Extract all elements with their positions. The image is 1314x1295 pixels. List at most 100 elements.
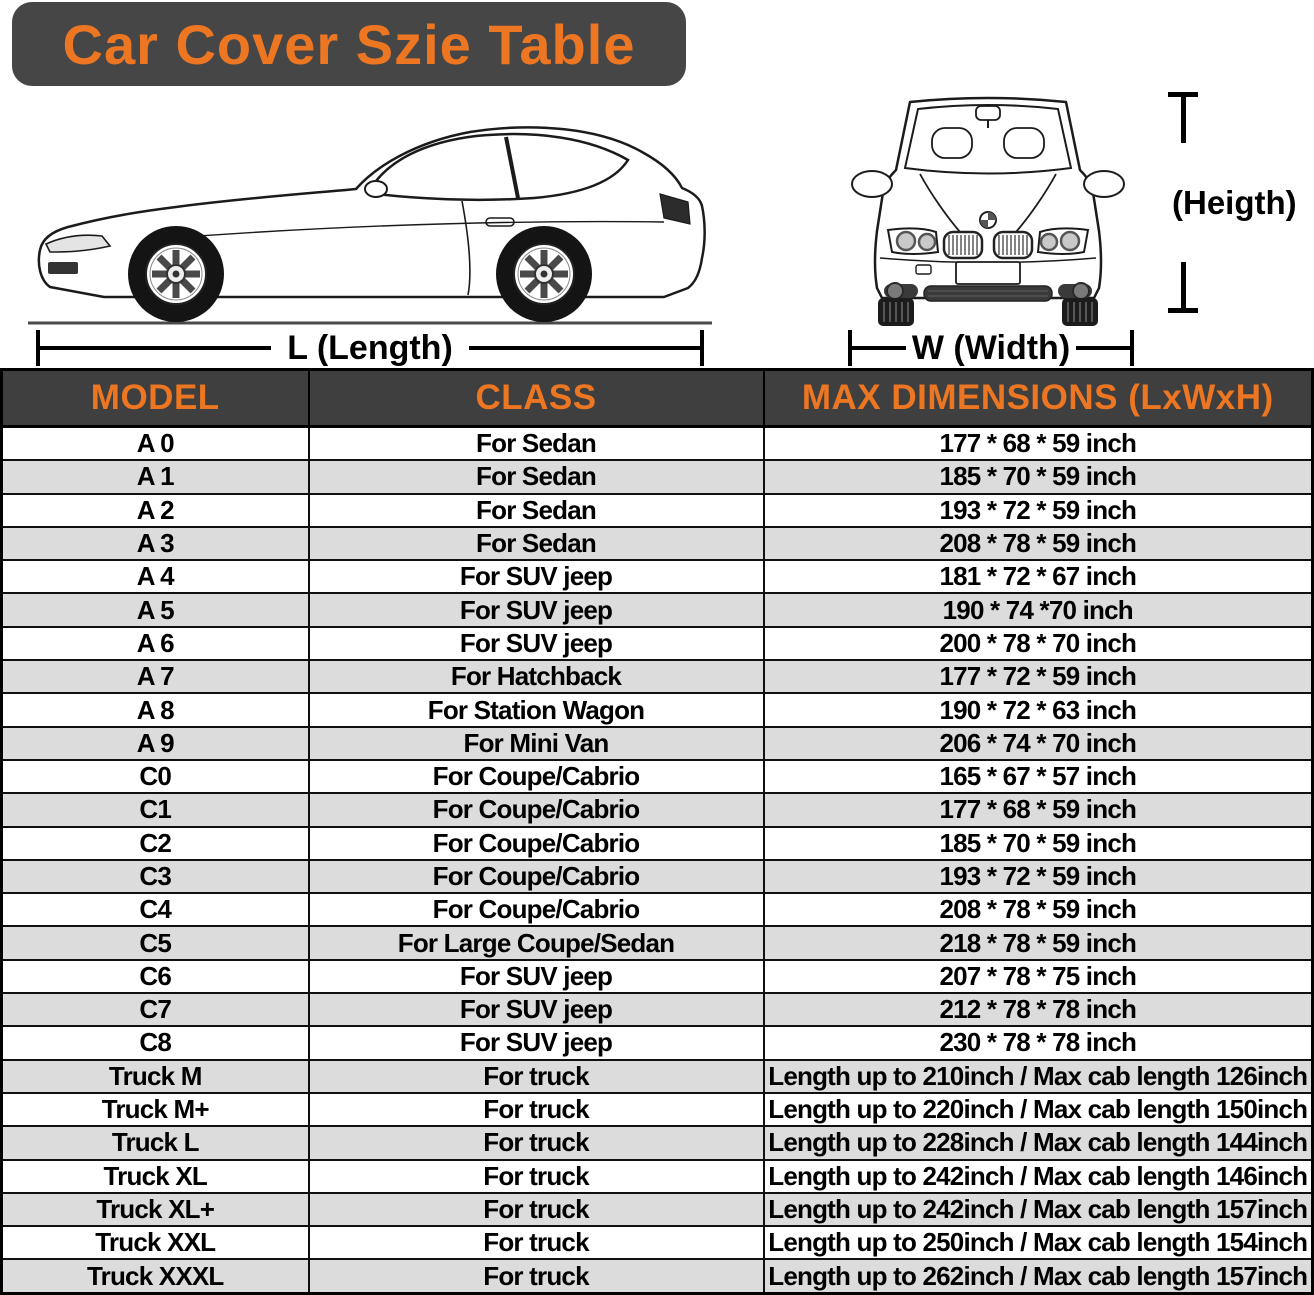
table-cell: Truck XL+ <box>0 1191 310 1228</box>
table-cell: Length up to 210inch / Max cab length 12… <box>762 1058 1314 1094</box>
table-row: Truck XL+ For truck Length up to 242inch /… <box>0 1191 1314 1228</box>
table-row: C6 For SUV jeep 207 * 78 * 75 inch <box>0 958 1314 995</box>
table-cell: For Coupe/Cabrio <box>307 892 765 928</box>
table-row: A 7 For Hatchback 177 * 72 * 59 inch <box>0 659 1314 695</box>
table-row: Truck L For truck Length up to 228inch / M… <box>0 1125 1314 1161</box>
table-cell: Length up to 250inch / Max cab length 15… <box>762 1225 1314 1261</box>
table-row: C0 For Coupe/Cabrio 165 * 67 * 57 inch <box>0 758 1314 795</box>
table-cell: For Coupe/Cabrio <box>307 758 765 795</box>
table-row: C1 For Coupe/Cabrio 177 * 68 * 59 inch <box>0 792 1314 828</box>
table-cell: 193 * 72 * 59 inch <box>762 858 1314 895</box>
table-cell: For Coupe/Cabrio <box>307 792 765 828</box>
column-header-model: MODEL <box>0 368 310 428</box>
table-row: A 3 For Sedan 208 * 78 * 59 inch <box>0 525 1314 562</box>
table-cell: Length up to 242inch / Max cab length 14… <box>762 1158 1314 1194</box>
table-cell: For Sedan <box>307 425 765 462</box>
table-cell: A 1 <box>0 459 310 495</box>
width-label: W (Width) <box>911 328 1071 367</box>
table-cell: 177 * 68 * 59 inch <box>762 792 1314 828</box>
table-cell: C0 <box>0 758 310 795</box>
table-cell: Truck XXXL <box>0 1258 310 1295</box>
table-cell: For SUV jeep <box>307 559 765 595</box>
table-cell: C4 <box>0 892 310 928</box>
table-cell: 165 * 67 * 57 inch <box>762 758 1314 795</box>
car-side-view-icon <box>28 126 712 325</box>
table-cell: For truck <box>307 1225 765 1261</box>
table-cell: For Large Coupe/Sedan <box>307 925 765 961</box>
table-cell: For Mini Van <box>307 725 765 761</box>
table-cell: 200 * 78 * 70 inch <box>762 625 1314 662</box>
table-cell: For truck <box>307 1191 765 1228</box>
table-cell: 212 * 78 * 78 inch <box>762 992 1314 1028</box>
dimension-tick <box>848 330 852 366</box>
table-cell: A 6 <box>0 625 310 662</box>
dimension-tick <box>36 330 40 366</box>
height-label: (Heigth) <box>1172 184 1297 221</box>
column-header-max-dimensions: MAX DIMENSIONS (LxWxH) <box>762 368 1314 428</box>
table-cell: Truck XL <box>0 1158 310 1194</box>
table-cell: For Hatchback <box>307 659 765 695</box>
table-row: Truck M+ For truck Length up to 220inch / … <box>0 1091 1314 1128</box>
table-cell: Truck XXL <box>0 1225 310 1261</box>
table-cell: C6 <box>0 958 310 995</box>
dimension-line <box>468 346 700 350</box>
table-cell: 208 * 78 * 59 inch <box>762 892 1314 928</box>
dimension-line <box>1076 346 1130 350</box>
table-cell: For truck <box>307 1058 765 1094</box>
table-cell: For Station Wagon <box>307 692 765 728</box>
table-cell: C5 <box>0 925 310 961</box>
table-cell: For SUV jeep <box>307 992 765 1028</box>
table-cell: 207 * 78 * 75 inch <box>762 958 1314 995</box>
table-cell: 185 * 70 * 59 inch <box>762 459 1314 495</box>
table-cell: C3 <box>0 858 310 895</box>
table-cell: 218 * 78 * 59 inch <box>762 925 1314 961</box>
table-cell: For SUV jeep <box>307 625 765 662</box>
table-row: A 0 For Sedan 177 * 68 * 59 inch <box>0 425 1314 462</box>
table-cell: 177 * 72 * 59 inch <box>762 659 1314 695</box>
table-cell: C2 <box>0 825 310 861</box>
table-cell: 190 * 74 *70 inch <box>762 592 1314 628</box>
table-header-row: MODEL CLASS MAX DIMENSIONS (LxWxH) <box>0 368 1314 428</box>
table-cell: Truck M+ <box>0 1091 310 1128</box>
table-row: C7 For SUV jeep 212 * 78 * 78 inch <box>0 992 1314 1028</box>
table-row: A 8 For Station Wagon 190 * 72 * 63 inch <box>0 692 1314 728</box>
title-banner: Car Cover Szie Table <box>12 2 686 86</box>
page-title: Car Cover Szie Table <box>62 12 636 76</box>
table-cell: Length up to 228inch / Max cab length 14… <box>762 1125 1314 1161</box>
table-row: A 1 For Sedan 185 * 70 * 59 inch <box>0 459 1314 495</box>
table-row: Truck XL For truck Length up to 242inch / … <box>0 1158 1314 1194</box>
table-cell: Length up to 220inch / Max cab length 15… <box>762 1091 1314 1128</box>
height-dimension-top-tick <box>1168 92 1198 143</box>
dimension-tick <box>1130 330 1134 366</box>
dimension-line <box>852 346 906 350</box>
table-cell: For truck <box>307 1125 765 1161</box>
table-cell: A 9 <box>0 725 310 761</box>
table-cell: For Coupe/Cabrio <box>307 858 765 895</box>
column-header-class: CLASS <box>307 368 765 428</box>
table-cell: For Sedan <box>307 459 765 495</box>
table-cell: A 3 <box>0 525 310 562</box>
license-plate <box>955 261 1021 285</box>
table-cell: 208 * 78 * 59 inch <box>762 525 1314 562</box>
table-cell: A 8 <box>0 692 310 728</box>
table-cell: C1 <box>0 792 310 828</box>
table-row: C5 For Large Coupe/Sedan 218 * 78 * 59 inc… <box>0 925 1314 961</box>
table-cell: 190 * 72 * 63 inch <box>762 692 1314 728</box>
table-cell: A 0 <box>0 425 310 462</box>
table-cell: For Sedan <box>307 492 765 528</box>
table-cell: For Sedan <box>307 525 765 562</box>
table-row: C2 For Coupe/Cabrio 185 * 70 * 59 inch <box>0 825 1314 861</box>
table-row: C4 For Coupe/Cabrio 208 * 78 * 59 inch <box>0 892 1314 928</box>
front-tires <box>878 298 1098 326</box>
table-row: Truck M For truck Length up to 210inch / M… <box>0 1058 1314 1094</box>
table-cell: 206 * 74 * 70 inch <box>762 725 1314 761</box>
size-table: MODEL CLASS MAX DIMENSIONS (LxWxH) A 0 Fo… <box>0 368 1314 1295</box>
table-cell: Truck L <box>0 1125 310 1161</box>
car-front-view-icon <box>851 96 1125 326</box>
table-cell: For SUV jeep <box>307 958 765 995</box>
table-cell: 230 * 78 * 78 inch <box>762 1025 1314 1061</box>
table-cell: Length up to 262inch / Max cab length 15… <box>762 1258 1314 1295</box>
table-cell: A 2 <box>0 492 310 528</box>
table-cell: For truck <box>307 1158 765 1194</box>
